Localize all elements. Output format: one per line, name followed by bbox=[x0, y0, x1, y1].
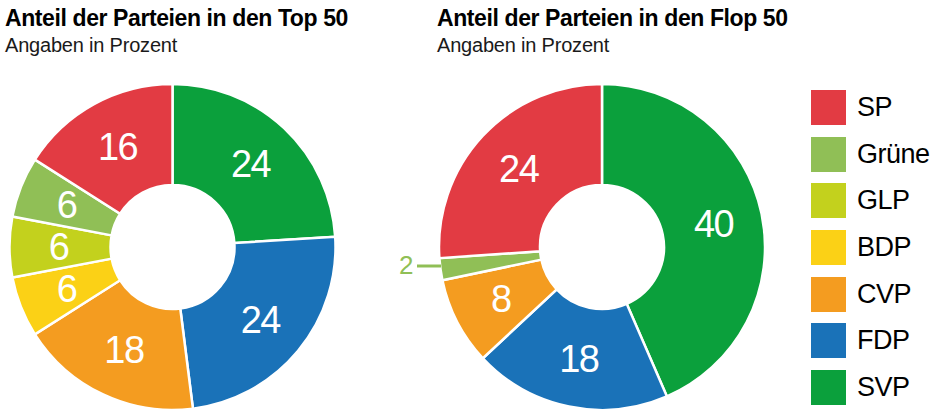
chart-header-flop50: Anteil der Parteien in den Flop 50 Angab… bbox=[437, 5, 788, 57]
legend-item-svp: SVP bbox=[811, 370, 930, 405]
legend-label-sp: SP bbox=[857, 90, 892, 125]
donut-charts: 24241866616 40188224 bbox=[0, 75, 780, 418]
legend-label-gruene: Grüne bbox=[857, 137, 930, 172]
legend-item-gruene: Grüne bbox=[811, 137, 930, 172]
chart-title-flop50: Anteil der Parteien in den Flop 50 bbox=[437, 5, 788, 32]
donut-chart-flop50: 40 18 8 2 24 bbox=[399, 84, 765, 410]
chart-header-top50: Anteil der Parteien in den Top 50 Angabe… bbox=[5, 5, 348, 57]
legend-item-cvp: CVP bbox=[811, 277, 930, 312]
infographic-canvas: Anteil der Parteien in den Top 50 Angabe… bbox=[0, 0, 942, 418]
chart-title-top50: Anteil der Parteien in den Top 50 bbox=[5, 5, 348, 32]
slice-value-label-svp: 24 bbox=[231, 143, 272, 185]
legend-item-fdp: FDP bbox=[811, 323, 930, 358]
slice-value-label-fdp: 18 bbox=[559, 338, 599, 380]
slice-value-label-grüne: 6 bbox=[57, 184, 77, 226]
slice-value-label-cvp: 8 bbox=[491, 278, 511, 320]
slice-value-label-bdp: 6 bbox=[57, 268, 77, 310]
legend-label-fdp: FDP bbox=[857, 323, 910, 358]
legend-swatch-gruene bbox=[811, 137, 846, 172]
donut-chart-top50: 24241866616 bbox=[9, 84, 335, 410]
slice-value-label-glp: 6 bbox=[49, 226, 69, 268]
legend-swatch-cvp bbox=[811, 277, 846, 312]
legend-label-bdp: BDP bbox=[857, 230, 911, 265]
callout-value-label-grüne: 2 bbox=[399, 250, 413, 280]
slice-value-label-sp: 16 bbox=[98, 126, 138, 168]
legend-swatch-bdp bbox=[811, 230, 846, 265]
legend: SP Grüne GLP BDP CVP FDP SVP bbox=[811, 90, 930, 405]
legend-label-cvp: CVP bbox=[857, 277, 911, 312]
legend-item-sp: SP bbox=[811, 90, 930, 125]
legend-swatch-fdp bbox=[811, 323, 846, 358]
slice-value-label-svp: 40 bbox=[694, 203, 734, 245]
slice-value-label-cvp: 18 bbox=[104, 329, 144, 371]
chart-subtitle-flop50: Angaben in Prozent bbox=[437, 33, 788, 57]
legend-swatch-svp bbox=[811, 370, 846, 405]
legend-swatch-sp bbox=[811, 90, 846, 125]
legend-item-glp: GLP bbox=[811, 183, 930, 218]
legend-item-bdp: BDP bbox=[811, 230, 930, 265]
chart-subtitle-top50: Angaben in Prozent bbox=[5, 33, 348, 57]
legend-label-glp: GLP bbox=[857, 183, 910, 218]
legend-label-svp: SVP bbox=[857, 370, 910, 405]
legend-swatch-glp bbox=[811, 183, 846, 218]
slice-value-label-fdp: 24 bbox=[241, 299, 282, 341]
slice-value-label-sp: 24 bbox=[499, 148, 540, 190]
